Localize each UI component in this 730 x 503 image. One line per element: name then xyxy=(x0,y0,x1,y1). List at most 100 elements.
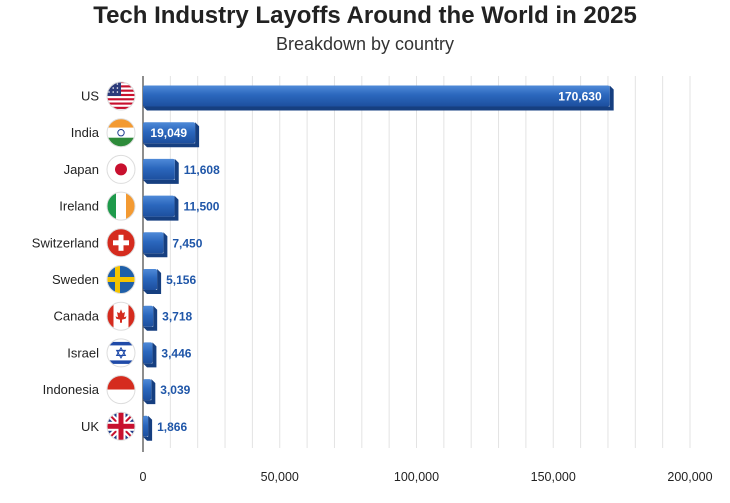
flag-part xyxy=(126,192,135,221)
flag-part xyxy=(107,98,135,101)
flag-art xyxy=(107,228,135,257)
bar xyxy=(143,379,152,401)
flag-part xyxy=(108,83,110,85)
canada-flag-icon xyxy=(106,301,136,331)
flag-part xyxy=(116,91,119,93)
category-label: Switzerland xyxy=(32,235,99,250)
bar-depth xyxy=(143,342,157,368)
flag-border xyxy=(106,301,136,331)
flag-art xyxy=(107,302,135,331)
category-label: India xyxy=(71,125,100,140)
flag-part xyxy=(107,277,135,282)
chart-title: Tech Industry Layoffs Around the World i… xyxy=(93,2,637,29)
bar-depth xyxy=(143,305,158,331)
data-label: 3,039 xyxy=(160,383,190,397)
flag-art xyxy=(107,265,135,294)
x-tick-label: 150,000 xyxy=(531,470,576,484)
sweden-flag-icon xyxy=(106,265,136,294)
flag-part xyxy=(116,192,126,221)
category-label: Indonesia xyxy=(43,382,100,397)
x-tick-label: 100,000 xyxy=(394,470,439,484)
japan-flag-icon xyxy=(106,154,136,184)
indonesia-flag-icon xyxy=(106,375,136,405)
flag-art xyxy=(107,338,135,367)
flag-art xyxy=(107,192,135,221)
flag-part xyxy=(116,87,119,89)
uk-flag-icon xyxy=(106,411,136,441)
data-label: 3,718 xyxy=(162,310,192,324)
bar xyxy=(143,415,149,437)
flag-part xyxy=(112,87,114,89)
flag-border xyxy=(106,154,136,184)
flag-part xyxy=(107,127,135,138)
flag-border xyxy=(106,338,136,368)
data-label: 19,049 xyxy=(150,126,187,140)
flag-part xyxy=(108,91,110,93)
flag-border xyxy=(106,375,136,405)
bar xyxy=(143,305,154,327)
flag-part xyxy=(107,118,135,128)
flag-border xyxy=(106,191,136,221)
data-label: 11,608 xyxy=(184,163,220,177)
data-label: 11,500 xyxy=(183,200,219,214)
flag-border xyxy=(106,118,136,148)
flag-art xyxy=(107,155,135,184)
x-tick-label: 50,000 xyxy=(261,470,299,484)
flag-border xyxy=(106,411,136,441)
flag-part xyxy=(107,423,135,429)
flag-art xyxy=(107,412,135,441)
flag-part xyxy=(107,302,114,331)
flag-part xyxy=(107,192,116,221)
flag-border xyxy=(106,228,136,258)
flag-part xyxy=(107,137,135,147)
flag-part xyxy=(115,309,127,323)
bar-depth xyxy=(143,269,162,294)
flag-part xyxy=(107,389,135,404)
flag-part xyxy=(113,240,129,246)
flag-border xyxy=(106,81,136,111)
switzerland-flag-icon xyxy=(106,228,136,258)
flag-part xyxy=(112,91,114,93)
us-flag-icon xyxy=(106,81,136,111)
flag-part xyxy=(107,106,135,109)
flag-part xyxy=(128,302,135,331)
flag-part xyxy=(107,360,135,364)
bar xyxy=(143,85,610,107)
bar-depth xyxy=(143,122,200,148)
flag-art xyxy=(107,118,135,147)
flag-part xyxy=(117,128,125,137)
bar xyxy=(143,122,196,144)
flag-part xyxy=(115,346,127,360)
chart-subtitle: Breakdown by country xyxy=(275,34,455,54)
bar-depth xyxy=(143,158,179,184)
bar-depth xyxy=(143,379,156,405)
flag-border xyxy=(106,265,136,294)
flag-art xyxy=(107,375,135,404)
israel-flag-icon xyxy=(106,338,136,368)
category-label: Canada xyxy=(53,309,99,324)
bar xyxy=(143,195,175,217)
category-label: Japan xyxy=(64,162,99,177)
bar xyxy=(143,269,158,290)
x-tick-label: 0 xyxy=(140,470,147,484)
india-flag-icon xyxy=(106,118,136,148)
bar xyxy=(143,158,175,180)
bar-depth xyxy=(143,85,614,111)
flag-part xyxy=(107,102,135,105)
flag-part xyxy=(116,83,119,85)
bar xyxy=(143,342,153,364)
data-label: 170,630 xyxy=(558,90,602,104)
flag-part xyxy=(115,163,127,176)
data-label: 1,866 xyxy=(157,420,187,434)
bar-depth xyxy=(143,195,179,221)
ireland-flag-icon xyxy=(106,191,136,221)
category-label: Sweden xyxy=(52,272,99,287)
data-label: 3,446 xyxy=(161,346,191,360)
flag-part xyxy=(107,375,135,390)
bar xyxy=(143,232,164,254)
category-label: UK xyxy=(81,419,99,434)
flag-part xyxy=(107,341,135,346)
data-label: 7,450 xyxy=(172,236,202,250)
bar-depth xyxy=(143,232,168,258)
